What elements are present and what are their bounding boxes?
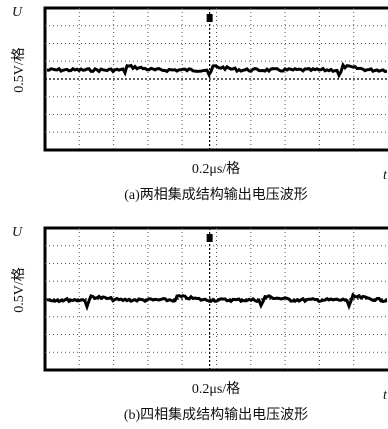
axis-t-label: t (383, 168, 388, 183)
trigger-marker (207, 14, 213, 22)
y-scale-label: 0.5V/格 (11, 267, 27, 313)
axis-t-label: t (383, 388, 388, 403)
trigger-marker (207, 234, 213, 242)
scope-panel: U 0.5V/格 0.2μs/格 t (a)两相集成结构输出电压波形 (11, 5, 388, 203)
caption: (a)两相集成结构输出电压波形 (124, 186, 308, 203)
scope-panel: U 0.5V/格 0.2μs/格 t (b)四相集成结构输出电压波形 (11, 225, 388, 423)
caption: (b)四相集成结构输出电压波形 (124, 406, 308, 423)
x-scale-label: 0.2μs/格 (192, 161, 240, 177)
axis-u-label: U (12, 225, 23, 240)
figure: U 0.5V/格 0.2μs/格 t (a)两相集成结构输出电压波形 U 0.5V/格 0.2… (0, 0, 388, 429)
y-scale-label: 0.5V/格 (11, 47, 27, 93)
x-scale-label: 0.2μs/格 (192, 381, 240, 397)
axis-u-label: U (12, 5, 23, 20)
